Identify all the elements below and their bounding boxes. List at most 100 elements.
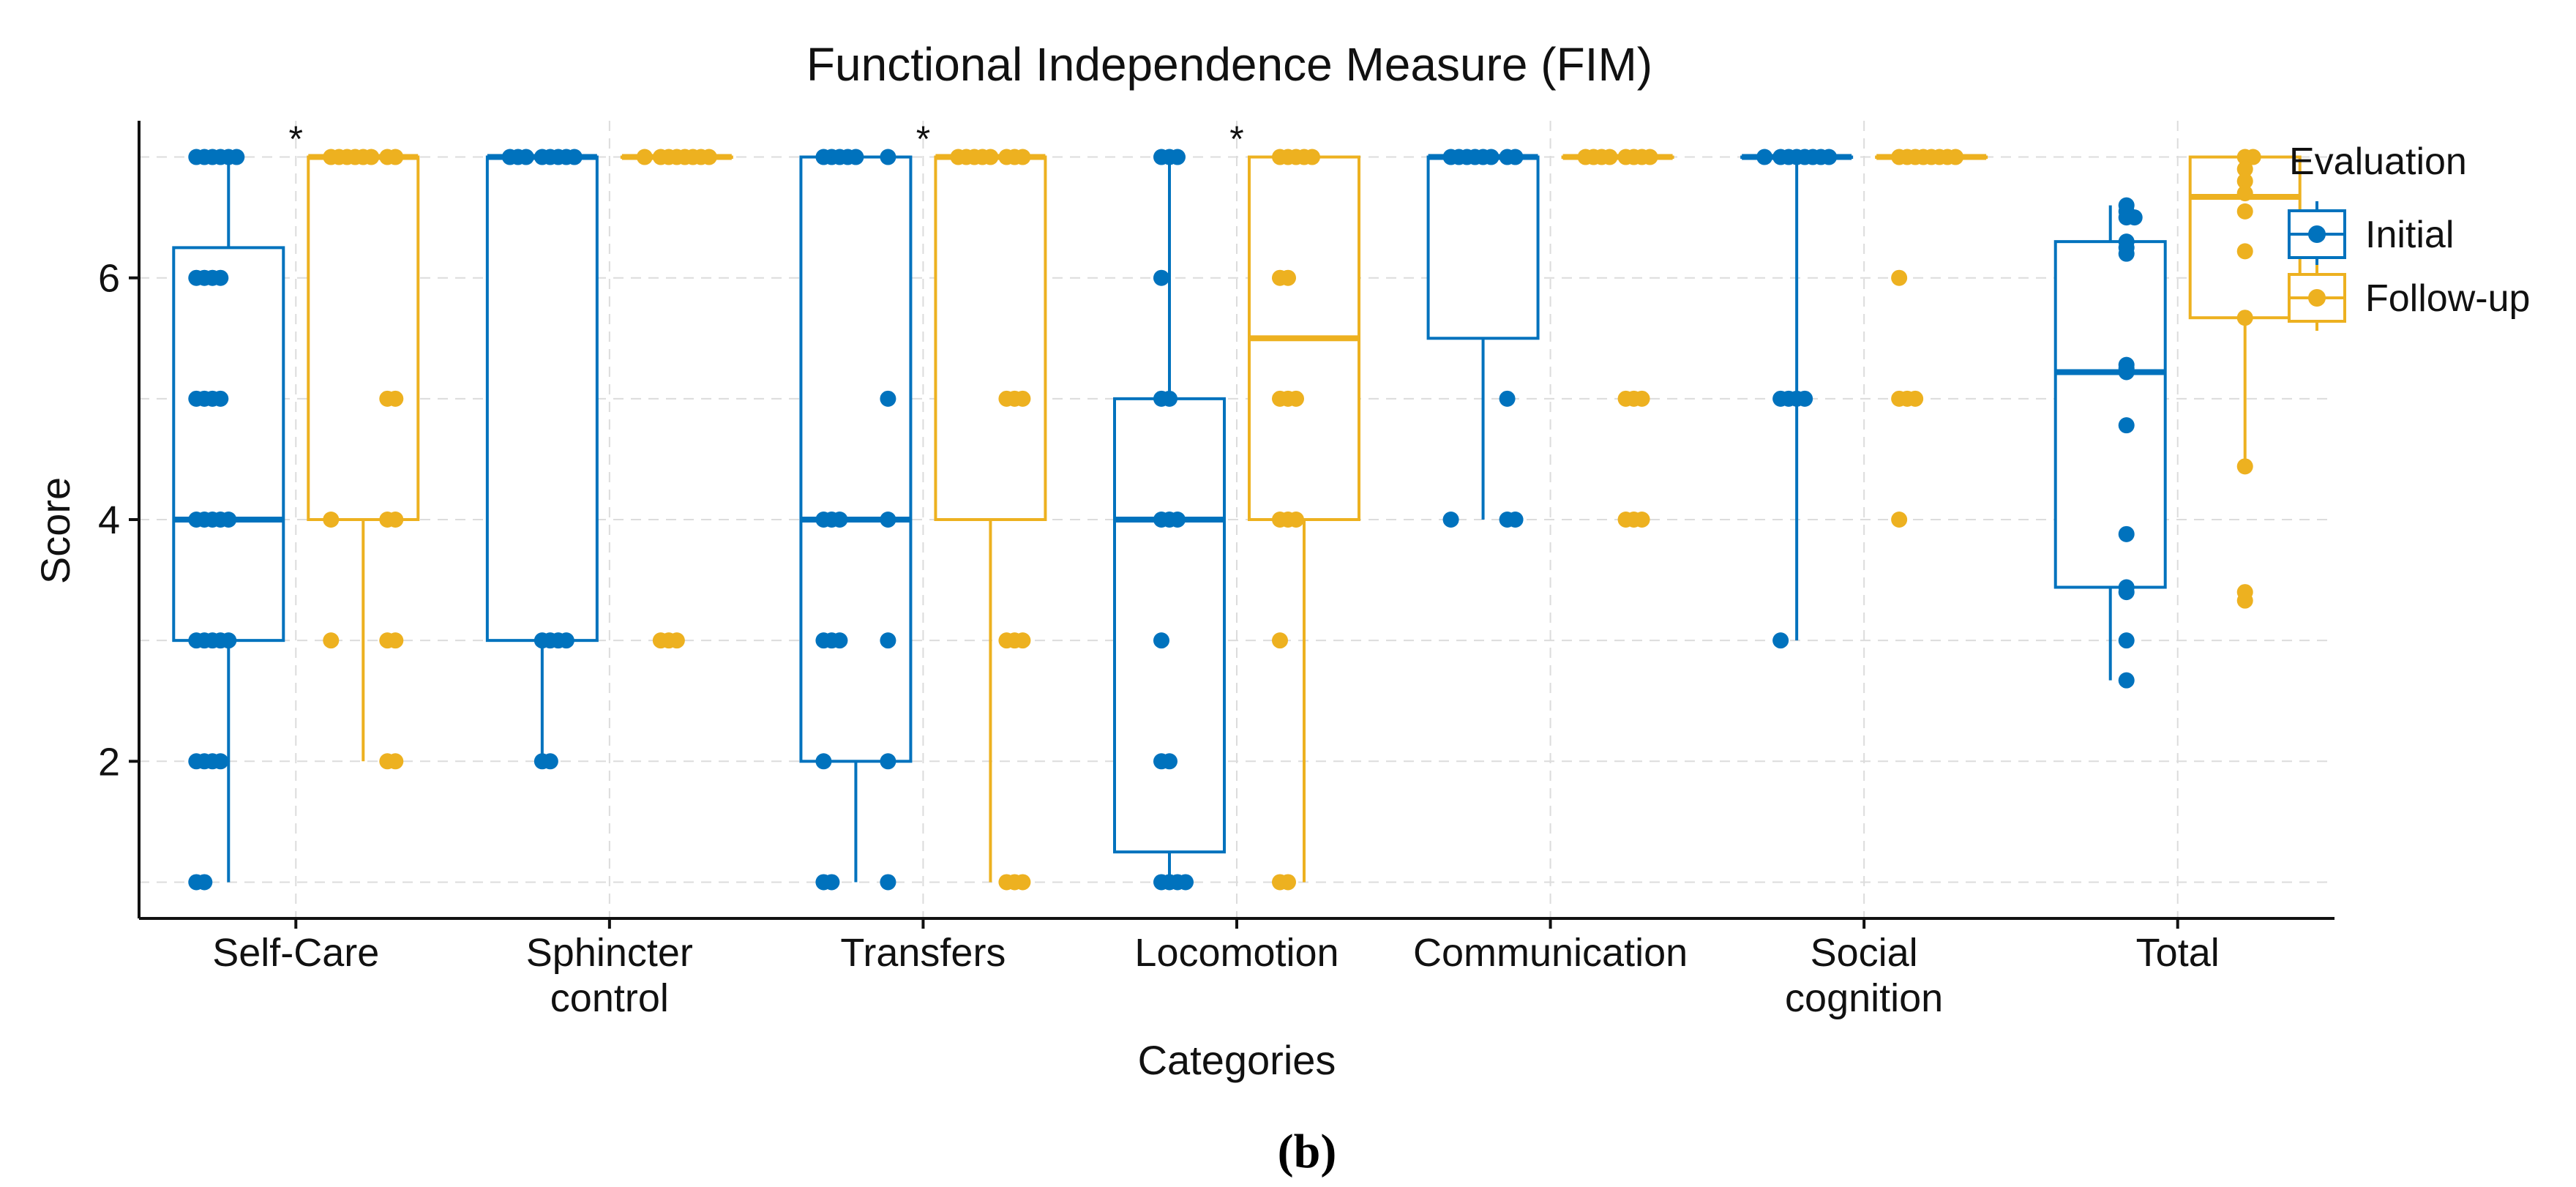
box-iqr xyxy=(172,246,285,643)
y-tick-label: 2 xyxy=(98,740,120,784)
data-point xyxy=(387,149,404,165)
y-axis-label: Score xyxy=(32,477,78,584)
y-tick-label: 4 xyxy=(98,498,120,542)
data-point xyxy=(831,632,848,649)
significance-markers: * * * xyxy=(289,119,1244,160)
box-iqr xyxy=(307,155,420,522)
box-group xyxy=(307,149,420,770)
box-iqr xyxy=(1426,155,1540,340)
box-iqr xyxy=(2053,240,2167,589)
data-point xyxy=(1014,632,1031,649)
data-point xyxy=(220,632,237,649)
data-point xyxy=(2236,173,2253,190)
data-point xyxy=(1507,512,1524,528)
data-point xyxy=(558,632,574,649)
x-tick-label: Social xyxy=(1811,931,1918,975)
data-point xyxy=(387,512,404,528)
data-point xyxy=(2236,185,2253,202)
box-iqr xyxy=(799,155,913,763)
box-group xyxy=(1426,149,1540,528)
box-iqr xyxy=(485,155,599,643)
data-point xyxy=(1891,269,1908,286)
data-point xyxy=(1797,390,1813,407)
data-point xyxy=(1641,149,1658,165)
data-point xyxy=(2118,584,2135,601)
box-group xyxy=(1875,149,1988,528)
data-point xyxy=(1014,149,1031,165)
data-point xyxy=(636,149,653,165)
x-tick-label: Self-Care xyxy=(212,931,379,975)
legend-key-point xyxy=(2308,289,2326,307)
data-point xyxy=(1153,632,1169,649)
data-point xyxy=(517,149,534,165)
data-point xyxy=(1177,874,1194,891)
y-ticks: 2 4 6 xyxy=(98,257,139,784)
data-point xyxy=(2118,672,2135,689)
data-point xyxy=(1947,149,1964,165)
legend-entry-label: Initial xyxy=(2365,214,2454,256)
data-point xyxy=(2118,364,2135,381)
significance-asterisk: * xyxy=(1229,119,1243,160)
data-point xyxy=(1280,874,1296,891)
data-point xyxy=(2236,161,2253,178)
data-point xyxy=(831,512,848,528)
data-point xyxy=(1169,149,1186,165)
data-point xyxy=(2126,209,2143,226)
data-point xyxy=(220,512,237,528)
data-point xyxy=(387,753,404,770)
data-point xyxy=(1014,874,1031,891)
data-point xyxy=(1280,269,1296,286)
data-point xyxy=(2118,525,2135,542)
box-iqr xyxy=(934,155,1047,522)
y-tick-label: 6 xyxy=(98,257,120,301)
box-group xyxy=(485,149,599,770)
data-point xyxy=(363,149,380,165)
data-point xyxy=(566,149,583,165)
data-point xyxy=(2236,203,2253,220)
data-point xyxy=(196,874,213,891)
data-point xyxy=(1756,149,1773,165)
data-point xyxy=(1304,149,1320,165)
box-group xyxy=(799,149,913,891)
x-tick-label: Communication xyxy=(1413,931,1688,975)
data-point xyxy=(1499,390,1516,407)
box-group xyxy=(2053,197,2167,689)
data-point xyxy=(1891,512,1908,528)
data-point xyxy=(2118,632,2135,649)
x-tick-label: Transfers xyxy=(840,931,1006,975)
data-point xyxy=(1483,149,1499,165)
data-point xyxy=(212,269,229,286)
data-point xyxy=(387,390,404,407)
data-point xyxy=(1507,149,1524,165)
data-point xyxy=(1442,512,1459,528)
data-point xyxy=(1601,149,1618,165)
data-point xyxy=(1014,390,1031,407)
box-group xyxy=(172,149,285,891)
data-point xyxy=(323,512,340,528)
data-point xyxy=(2236,310,2253,326)
data-point xyxy=(1169,512,1186,528)
data-point xyxy=(880,753,896,770)
data-point xyxy=(668,632,685,649)
legend-title: Evaluation xyxy=(2289,141,2467,183)
x-tick-label: Locomotion xyxy=(1134,931,1338,975)
data-point xyxy=(880,149,896,165)
data-point xyxy=(212,390,229,407)
x-tick-label: Sphincter xyxy=(526,931,693,975)
data-point xyxy=(823,874,840,891)
x-tick-label: cognition xyxy=(1785,976,1943,1020)
data-point xyxy=(1772,632,1789,649)
data-point xyxy=(847,149,864,165)
data-point xyxy=(1288,390,1304,407)
box-group xyxy=(1740,149,1854,649)
box-group xyxy=(620,149,733,649)
data-point xyxy=(880,632,896,649)
data-point xyxy=(1633,390,1650,407)
box-group xyxy=(1248,149,1360,891)
data-point xyxy=(542,753,558,770)
data-point xyxy=(2244,149,2261,165)
data-point xyxy=(1161,390,1177,407)
panel-label: (b) xyxy=(1278,1125,1337,1178)
x-tick-label: control xyxy=(550,976,669,1020)
